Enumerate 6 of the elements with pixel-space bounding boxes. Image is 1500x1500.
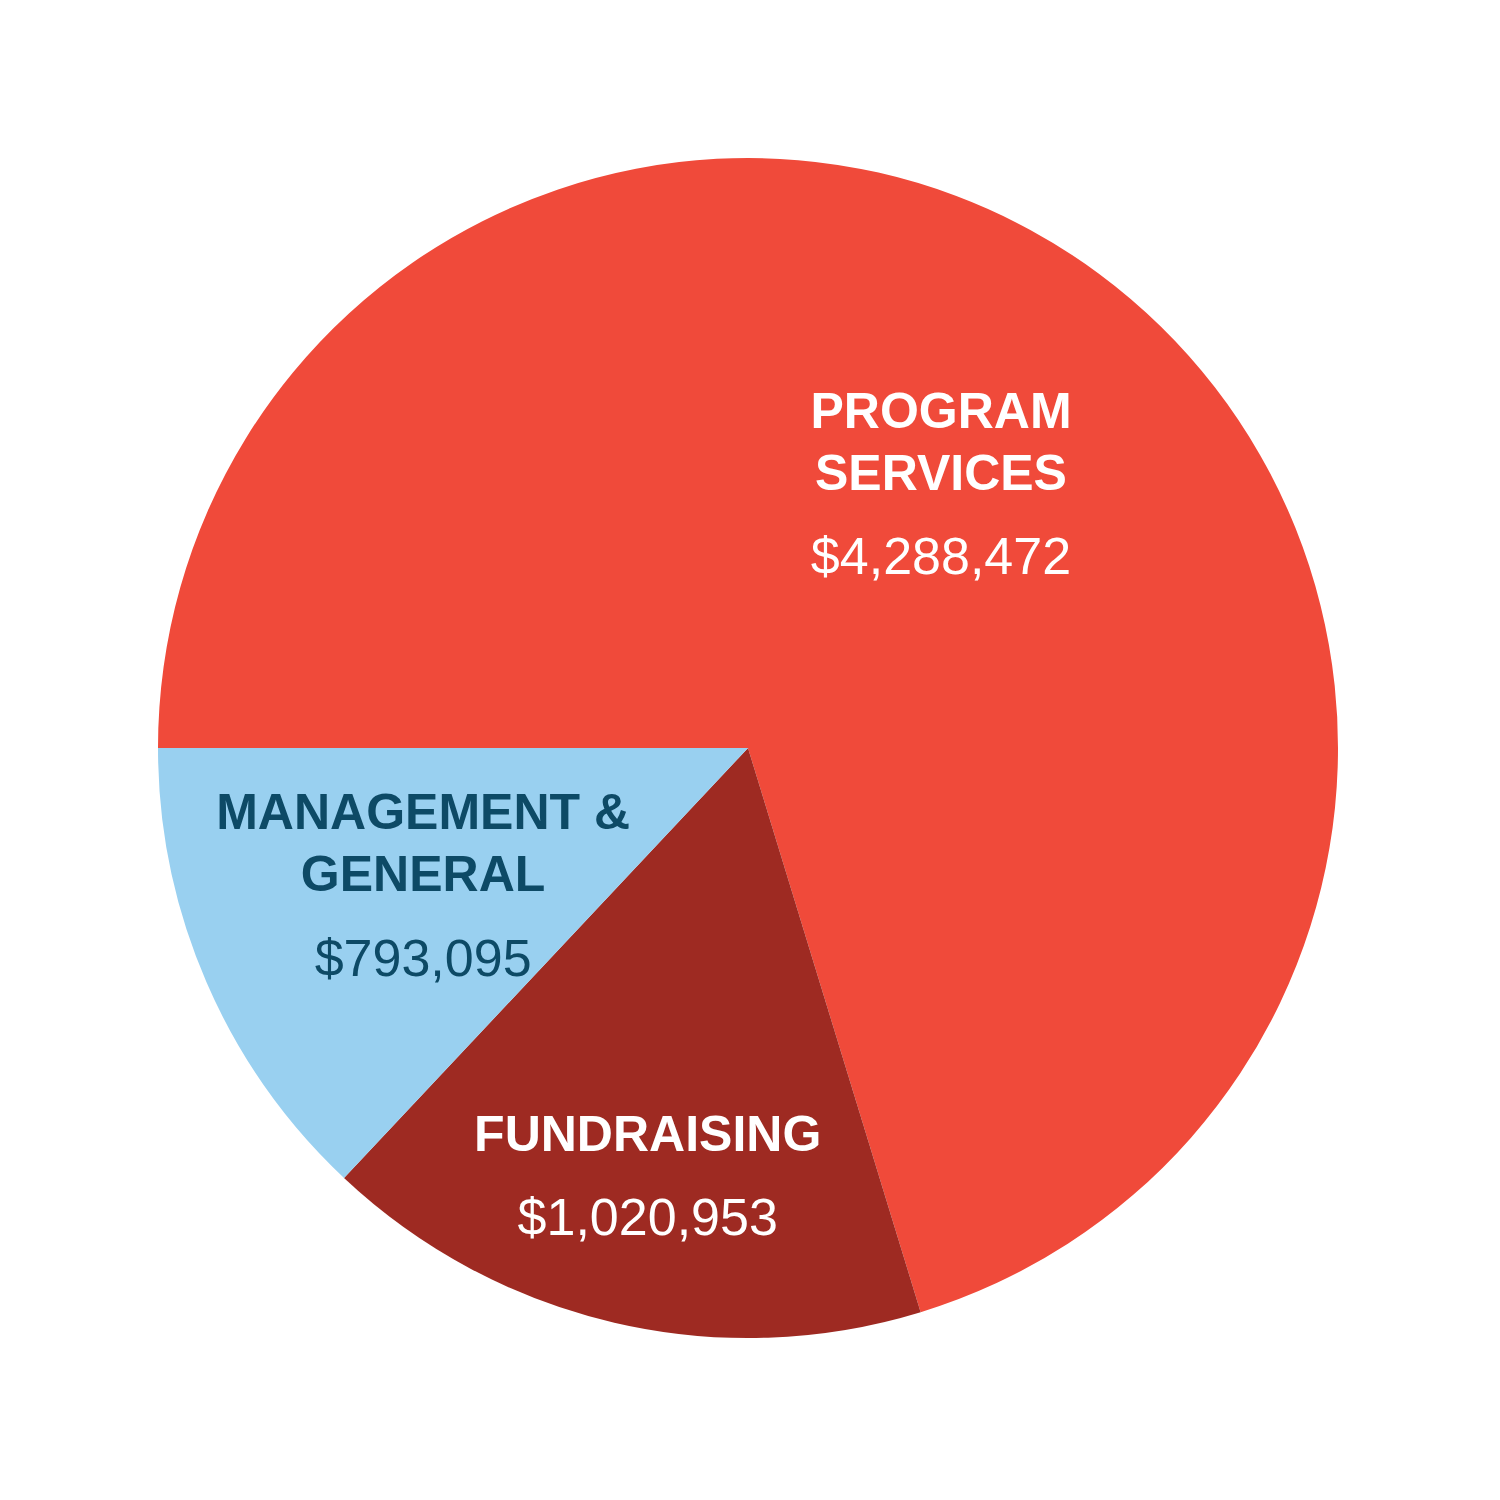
- data-label: $4,288,472: [810, 527, 1072, 586]
- slice-label: MANAGEMENT & GENERAL: [216, 784, 631, 903]
- data-label: $793,095: [314, 928, 532, 987]
- slice-label: FUNDRAISING: [474, 1105, 822, 1162]
- data-label: $1,020,953: [517, 1188, 778, 1247]
- slice-label: PROGRAM SERVICES: [810, 382, 1072, 501]
